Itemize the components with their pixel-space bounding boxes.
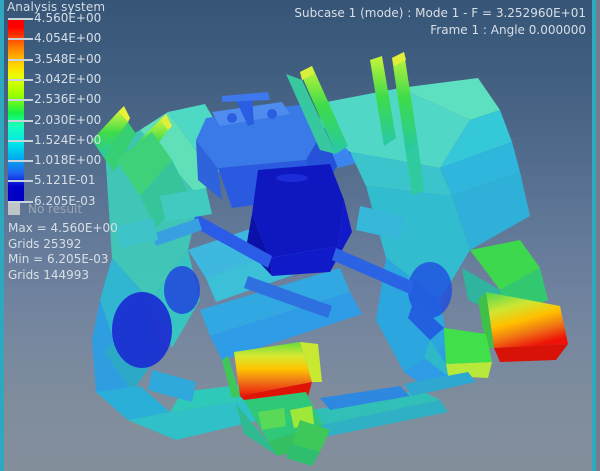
no-result-swatch <box>8 203 20 215</box>
diagonal-braces <box>152 214 414 318</box>
legend-value-4: 2.536E+00 <box>34 92 102 107</box>
legend-tick-7 <box>8 160 33 163</box>
no-result-row: No result <box>8 203 82 215</box>
right-lower-green <box>408 300 492 378</box>
no-result-label: No result <box>28 202 83 216</box>
color-gradient-bar[interactable] <box>8 18 24 201</box>
legend-value-0: 4.560E+00 <box>34 11 102 25</box>
legend-stats: Max = 4.560E+00 Grids 25392 Min = 6.205E… <box>8 221 118 283</box>
frame-line: Frame 1 : Angle 0.000000 <box>430 23 586 37</box>
left-lower-arm <box>96 382 262 440</box>
legend-tick-8 <box>8 180 33 183</box>
stat-min-grids: Grids 144993 <box>8 267 90 282</box>
legend-tick-3 <box>8 78 33 81</box>
left-side-rail <box>92 104 238 420</box>
legend-value-8: 5.121E-01 <box>34 173 96 188</box>
results-legend: Analysis system 4.560E+00 4.054E+00 3.548E… <box>5 0 135 282</box>
window-border-left <box>0 0 4 471</box>
right-hotspot-flap <box>478 292 568 362</box>
right-upper-panel <box>316 78 520 196</box>
upper-spikes-right <box>286 52 424 196</box>
stat-min: Min = 6.205E-03 <box>8 252 109 266</box>
legend-value-9: 6.205E-03 <box>34 193 96 208</box>
subcase-line: Subcase 1 (mode) : Mode 1 - F = 3.252960… <box>294 6 586 20</box>
legend-tick-6 <box>8 139 33 142</box>
front-lower-green-assembly <box>236 392 330 466</box>
stat-max: Max = 4.560E+00 <box>8 221 118 235</box>
window-border-right-pad <box>596 0 600 471</box>
legend-value-5: 2.030E+00 <box>34 112 102 127</box>
legend-tick-2 <box>8 58 33 61</box>
subcase-header: Subcase 1 (mode) : Mode 1 - F = 3.252960… <box>294 5 586 39</box>
legend-colorbar-group: 4.560E+00 4.054E+00 3.548E+00 3.042E+00 2.53… <box>5 11 135 215</box>
legend-tick-4 <box>8 99 33 102</box>
legend-tick-5 <box>8 119 33 122</box>
stat-max-grids: Grids 25392 <box>8 236 82 251</box>
detail-panels <box>116 188 404 402</box>
legend-title: Analysis system <box>7 0 106 14</box>
legend-value-6: 1.524E+00 <box>34 132 102 147</box>
legend-value-1: 4.054E+00 <box>34 31 102 46</box>
legend-tick-0 <box>8 18 33 20</box>
legend-value-2: 3.548E+00 <box>34 51 102 66</box>
legend-tick-9 <box>8 200 33 203</box>
legend-tick-1 <box>8 38 33 41</box>
window-border-right <box>592 0 596 471</box>
legend-value-3: 3.042E+00 <box>34 71 102 86</box>
legend-value-7: 1.018E+00 <box>34 153 102 168</box>
